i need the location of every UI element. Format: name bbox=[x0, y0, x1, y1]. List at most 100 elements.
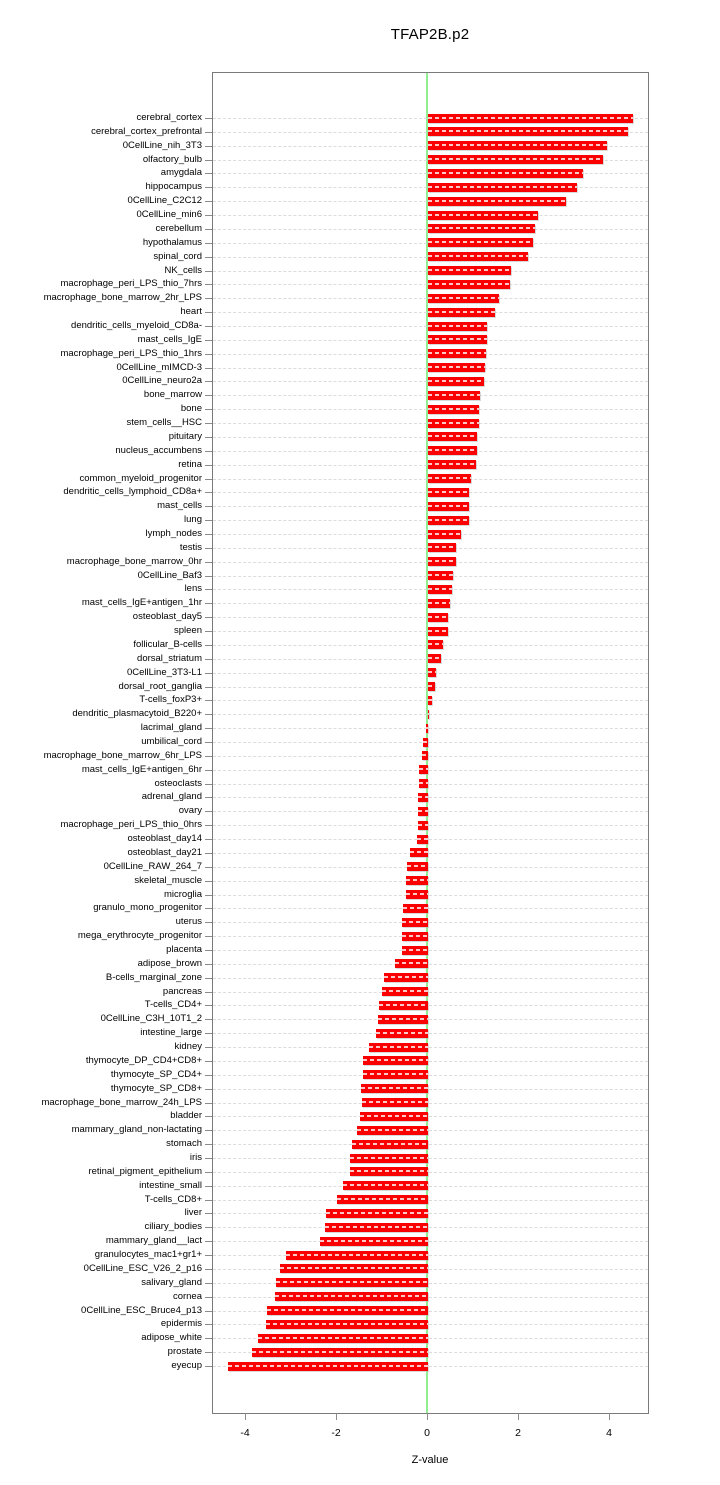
y-tick bbox=[205, 1283, 212, 1284]
y-tick bbox=[205, 437, 212, 438]
bar-dash-pattern bbox=[428, 117, 633, 119]
bar-T-cells_foxP3+ bbox=[428, 696, 432, 705]
bar-dash-pattern bbox=[266, 1323, 428, 1325]
gridline bbox=[213, 978, 648, 979]
bar-dash-pattern bbox=[428, 463, 476, 465]
y-tick bbox=[205, 728, 212, 729]
bar-dash-pattern bbox=[352, 1143, 428, 1145]
bar-stem_cells__HSC bbox=[428, 419, 479, 428]
bar-macrophage_peri_LPS_thio_1hrs bbox=[428, 349, 486, 358]
bar-dash-pattern bbox=[360, 1115, 428, 1117]
gridline bbox=[213, 867, 648, 868]
bar-dash-pattern bbox=[428, 685, 435, 687]
bar-dash-pattern bbox=[402, 921, 428, 923]
bar-iris bbox=[350, 1154, 428, 1163]
bar-dash-pattern bbox=[428, 144, 607, 146]
bar-dash-pattern bbox=[428, 172, 583, 174]
gridline bbox=[213, 825, 648, 826]
category-label: cerebral_cortex_prefrontal bbox=[91, 126, 202, 137]
y-tick bbox=[205, 1324, 212, 1325]
category-label: iris bbox=[189, 1152, 202, 1163]
bar-osteoblast_day14 bbox=[417, 835, 428, 844]
bar-dash-pattern bbox=[428, 671, 436, 673]
bar-thymocyte_SP_CD8+ bbox=[361, 1084, 428, 1093]
y-tick bbox=[205, 423, 212, 424]
category-label: mast_cells bbox=[157, 500, 202, 511]
bar-dendritic_cells_lymphoid_CD8a+ bbox=[428, 488, 469, 497]
bar-dash-pattern bbox=[428, 200, 566, 202]
y-tick bbox=[205, 409, 212, 410]
bar-dash-pattern bbox=[325, 1226, 428, 1228]
category-label: salivary_gland bbox=[141, 1277, 202, 1288]
bar-dash-pattern bbox=[343, 1184, 428, 1186]
y-tick bbox=[205, 548, 212, 549]
y-tick bbox=[205, 534, 212, 535]
gridline bbox=[213, 770, 648, 771]
bar-heart bbox=[428, 308, 495, 317]
category-label: microglia bbox=[163, 889, 202, 900]
bar-liver bbox=[326, 1209, 428, 1218]
gridline bbox=[213, 1089, 648, 1090]
bar-pituitary bbox=[428, 432, 477, 441]
bar-retina bbox=[428, 460, 476, 469]
gridline bbox=[213, 1075, 648, 1076]
y-tick bbox=[205, 700, 212, 701]
y-tick bbox=[205, 922, 212, 923]
y-tick bbox=[205, 1269, 212, 1270]
category-label: macrophage_peri_LPS_thio_7hrs bbox=[60, 278, 202, 289]
category-label: 0CellLine_neuro2a bbox=[122, 375, 202, 386]
bar-olfactory_bulb bbox=[428, 155, 603, 164]
bar-0CellLine_nih_3T3 bbox=[428, 141, 607, 150]
bar-bone_marrow bbox=[428, 391, 480, 400]
gridline bbox=[213, 742, 648, 743]
gridline bbox=[213, 1227, 648, 1228]
y-tick bbox=[205, 1366, 212, 1367]
bar-dash-pattern bbox=[428, 297, 499, 299]
y-tick bbox=[205, 284, 212, 285]
category-label: macrophage_bone_marrow_24h_LPS bbox=[41, 1097, 202, 1108]
bar-dash-pattern bbox=[275, 1295, 428, 1297]
y-tick bbox=[205, 1311, 212, 1312]
bar-dash-pattern bbox=[378, 1018, 428, 1020]
bar-dash-pattern bbox=[428, 269, 511, 271]
bar-dash-pattern bbox=[403, 907, 428, 909]
bar-lens bbox=[428, 585, 452, 594]
category-label: macrophage_peri_LPS_thio_0hrs bbox=[60, 819, 202, 830]
bar-dash-pattern bbox=[426, 727, 428, 729]
y-tick bbox=[205, 1338, 212, 1339]
category-label: 0CellLine_3T3-L1 bbox=[127, 667, 202, 678]
bar-mast_cells bbox=[428, 502, 469, 511]
y-tick bbox=[205, 1047, 212, 1048]
category-label: olfactory_bulb bbox=[142, 154, 202, 165]
bar-T-cells_CD8+ bbox=[337, 1195, 428, 1204]
category-label: umbilical_cord bbox=[141, 736, 202, 747]
gridline bbox=[213, 1255, 648, 1256]
y-tick bbox=[205, 1019, 212, 1020]
category-label: dendritic_cells_myeloid_CD8a- bbox=[71, 320, 202, 331]
y-tick bbox=[205, 756, 212, 757]
y-tick bbox=[205, 770, 212, 771]
gridline bbox=[213, 853, 648, 854]
bar-pancreas bbox=[382, 987, 428, 996]
category-label: osteoblast_day5 bbox=[132, 611, 202, 622]
x-tick bbox=[518, 1413, 519, 1420]
bar-dash-pattern bbox=[337, 1198, 428, 1200]
bar-cornea bbox=[275, 1292, 428, 1301]
y-tick bbox=[205, 506, 212, 507]
bar-dash-pattern bbox=[258, 1337, 428, 1339]
bar-dash-pattern bbox=[382, 990, 428, 992]
bar-osteoclasts bbox=[419, 779, 428, 788]
category-label: pancreas bbox=[162, 986, 202, 997]
y-tick bbox=[205, 673, 212, 674]
y-tick bbox=[205, 936, 212, 937]
gridline bbox=[213, 714, 648, 715]
category-label: macrophage_bone_marrow_0hr bbox=[66, 556, 202, 567]
x-tick-label: -2 bbox=[331, 1427, 341, 1439]
bar-0CellLine_C2C12 bbox=[428, 197, 566, 206]
y-tick bbox=[205, 589, 212, 590]
bar-dash-pattern bbox=[428, 352, 486, 354]
bar-dash-pattern bbox=[419, 782, 428, 784]
y-tick bbox=[205, 132, 212, 133]
gridline bbox=[213, 1047, 648, 1048]
chart-title: TFAP2B.p2 bbox=[390, 26, 470, 43]
